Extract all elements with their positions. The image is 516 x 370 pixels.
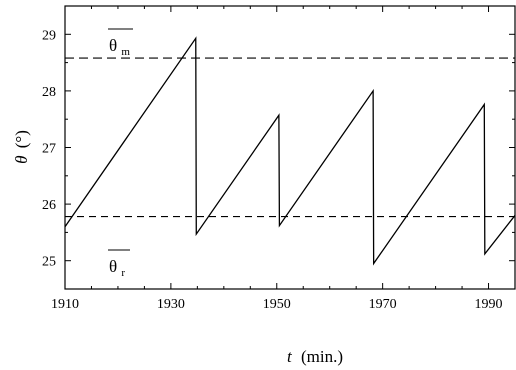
theta-m-subscript: m xyxy=(121,46,130,58)
y-tick-label: 27 xyxy=(42,142,56,157)
reference-lines xyxy=(65,57,515,218)
sawtooth-series-line xyxy=(64,36,516,266)
theta-r-label: θ r xyxy=(108,249,130,279)
tick-labels: 1910 1930 1950 1970 1990 25 26 27 28 29 xyxy=(42,28,503,312)
y-axis-unit: (°) xyxy=(12,130,31,148)
y-tick-label: 25 xyxy=(42,255,56,270)
y-tick-label: 28 xyxy=(42,85,56,100)
plot-frame xyxy=(64,5,516,290)
theta-m-label: θ m xyxy=(108,28,133,58)
x-axis-unit: (min.) xyxy=(301,347,343,366)
y-axis-symbol: θ xyxy=(12,156,31,164)
tick-marks xyxy=(64,5,516,290)
y-tick-label: 26 xyxy=(42,198,56,213)
series-group xyxy=(64,36,516,266)
y-axis-title: θ (°) xyxy=(12,130,31,164)
x-axis-symbol: t xyxy=(287,347,293,366)
x-tick-label: 1970 xyxy=(369,297,397,312)
theta-m-symbol: θ xyxy=(109,36,117,55)
x-tick-label: 1990 xyxy=(475,297,503,312)
theta-r-subscript: r xyxy=(121,267,125,279)
theta-r-symbol: θ xyxy=(109,257,117,276)
x-tick-label: 1950 xyxy=(263,297,291,312)
y-tick-label: 29 xyxy=(42,28,56,43)
x-tick-label: 1910 xyxy=(51,297,79,312)
svg-text:θ m: θ m xyxy=(109,36,130,58)
svg-text:θ r: θ r xyxy=(109,257,125,279)
x-tick-label: 1930 xyxy=(157,297,185,312)
x-axis-title: t (min.) xyxy=(287,347,343,366)
